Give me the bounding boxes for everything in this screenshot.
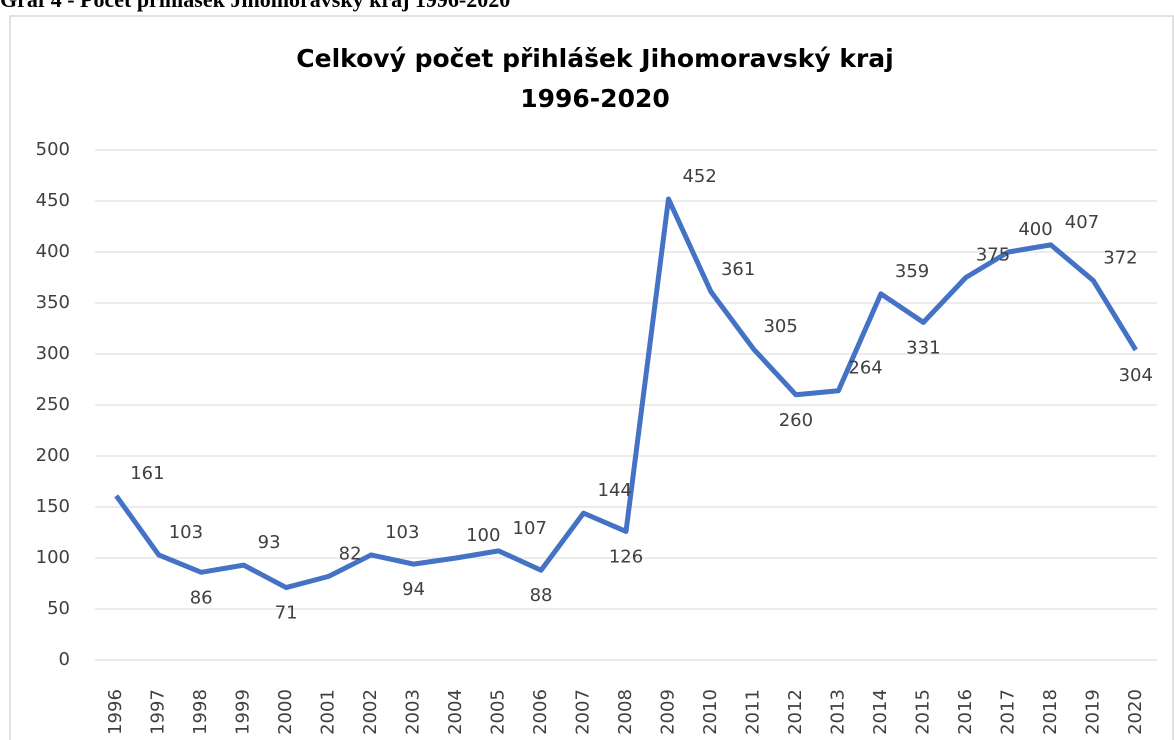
data-label: 107 — [513, 518, 547, 539]
x-tick-label: 2000 — [275, 689, 296, 735]
y-tick-label: 450 — [36, 190, 70, 211]
y-tick-label: 150 — [36, 496, 70, 517]
x-tick-label: 2001 — [318, 689, 339, 735]
x-tick-label: 2004 — [445, 689, 466, 735]
y-tick-label: 400 — [36, 241, 70, 262]
x-tick-label: 2003 — [403, 689, 424, 735]
x-tick-label: 2016 — [955, 689, 976, 735]
x-tick-label: 2019 — [1082, 689, 1103, 735]
x-tick-label: 1996 — [105, 689, 126, 735]
chart-title: Celkový počet přihlášek Jihomoravský kra… — [296, 44, 893, 73]
data-label: 264 — [848, 358, 882, 379]
x-tick-label: 2010 — [700, 689, 721, 735]
data-label: 126 — [609, 546, 643, 567]
data-label: 86 — [190, 587, 213, 608]
data-label: 88 — [530, 585, 553, 606]
x-tick-label: 2008 — [615, 689, 636, 735]
y-tick-label: 250 — [36, 394, 70, 415]
x-tick-label: 2018 — [1040, 689, 1061, 735]
x-tick-label: 1998 — [190, 689, 211, 735]
data-label: 93 — [258, 532, 281, 553]
data-label: 400 — [1018, 219, 1052, 240]
x-tick-label: 2015 — [912, 689, 933, 735]
x-tick-label: 2013 — [827, 689, 848, 735]
x-tick-label: 2009 — [657, 689, 678, 735]
y-tick-label: 100 — [36, 547, 70, 568]
data-label: 452 — [682, 166, 716, 187]
data-label: 103 — [169, 522, 203, 543]
y-tick-label: 350 — [36, 292, 70, 313]
data-label: 361 — [721, 259, 755, 280]
data-label: 304 — [1119, 365, 1153, 386]
x-tick-label: 2007 — [573, 689, 594, 735]
y-tick-label: 0 — [59, 649, 70, 670]
data-label: 359 — [895, 261, 929, 282]
data-label: 144 — [598, 480, 632, 501]
caption: Graf 4 - Počet přihlášek Jihomoravský kr… — [0, 0, 510, 12]
data-label: 100 — [466, 525, 500, 546]
chart-subtitle: 1996-2020 — [520, 84, 670, 113]
data-label: 260 — [779, 410, 813, 431]
y-tick-label: 500 — [36, 139, 70, 160]
chart-frame — [9, 15, 1174, 740]
data-label: 375 — [976, 245, 1010, 266]
data-label: 161 — [130, 463, 164, 484]
x-tick-label: 2014 — [870, 689, 891, 735]
series-line — [114, 196, 1138, 591]
y-tick-label: 300 — [36, 343, 70, 364]
x-tick-label: 1997 — [148, 689, 169, 735]
data-label: 103 — [385, 522, 419, 543]
data-label: 94 — [402, 579, 425, 600]
data-label: 372 — [1103, 248, 1137, 269]
data-label: 71 — [275, 603, 298, 624]
x-tick-label: 2005 — [488, 689, 509, 735]
data-label: 82 — [339, 543, 362, 564]
x-tick-label: 1999 — [233, 689, 254, 735]
x-tick-label: 2002 — [360, 689, 381, 735]
y-tick-label: 200 — [36, 445, 70, 466]
x-tick-label: 2017 — [997, 689, 1018, 735]
y-tick-label: 50 — [47, 598, 70, 619]
x-tick-label: 2012 — [785, 689, 806, 735]
data-label: 331 — [906, 337, 940, 358]
x-tick-label: 2020 — [1125, 689, 1146, 735]
x-tick-label: 2006 — [530, 689, 551, 735]
data-label: 305 — [763, 316, 797, 337]
data-label: 407 — [1065, 212, 1099, 233]
x-tick-label: 2011 — [742, 689, 763, 735]
